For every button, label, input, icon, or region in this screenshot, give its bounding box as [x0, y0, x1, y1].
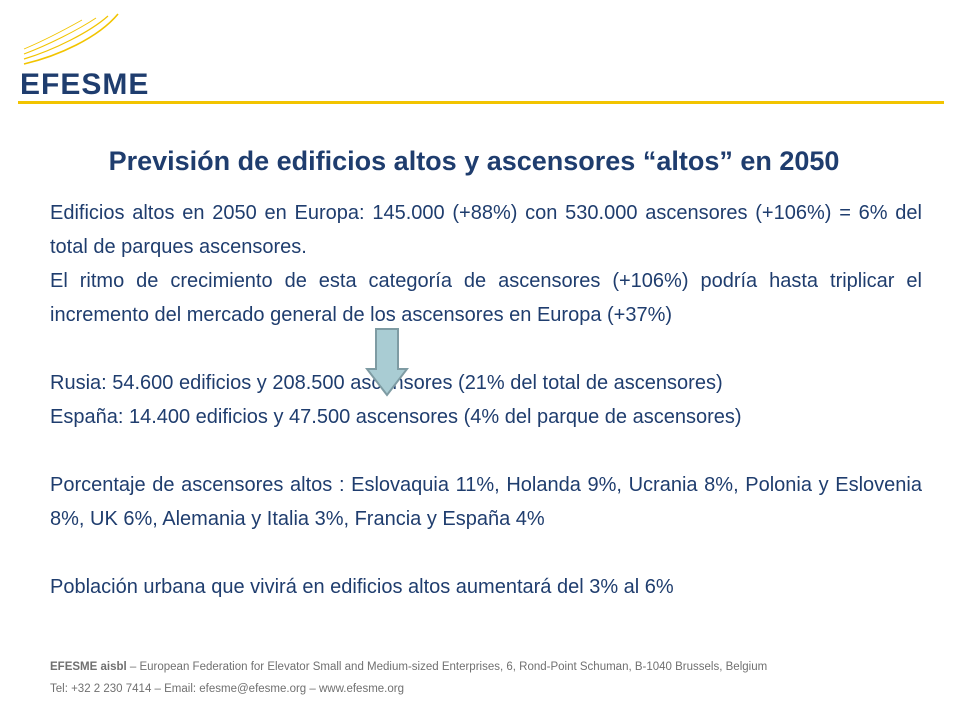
paragraph-percentages: Porcentaje de ascensores altos : Eslovaq…	[50, 474, 922, 530]
footer-contact: Tel: +32 2 230 7414 – Email: efesme@efes…	[50, 683, 404, 695]
paragraph-spain: España: 14.400 edificios y 47.500 ascens…	[50, 406, 742, 428]
footer: EFESME aisbl – European Federation for E…	[50, 656, 940, 700]
footer-line-org: EFESME aisbl – European Federation for E…	[50, 656, 940, 678]
content-body: Edificios altos en 2050 en Europa: 145.0…	[50, 196, 922, 604]
spacer	[50, 332, 922, 366]
logo-text: EFESME	[20, 68, 150, 101]
spacer	[50, 434, 922, 468]
footer-org-name: EFESME aisbl	[50, 661, 127, 673]
paragraph-tall-buildings-europe: Edificios altos en 2050 en Europa: 145.0…	[50, 202, 922, 258]
down-arrow-icon	[365, 328, 409, 397]
paragraph-russia: Rusia: 54.600 edificios y 208.500 ascens…	[50, 372, 723, 394]
header-divider	[18, 101, 944, 104]
efesme-logo: EFESME	[18, 12, 148, 100]
paragraph-urban-population: Población urbana que vivirá en edificios…	[50, 576, 674, 598]
spacer	[50, 536, 922, 570]
footer-org-desc: – European Federation for Elevator Small…	[126, 661, 768, 673]
page-title: Previsión de edificios altos y ascensore…	[108, 146, 840, 176]
logo-swoosh-icon	[23, 13, 119, 65]
paragraph-growth-rate: El ritmo de crecimiento de esta categorí…	[50, 270, 922, 326]
